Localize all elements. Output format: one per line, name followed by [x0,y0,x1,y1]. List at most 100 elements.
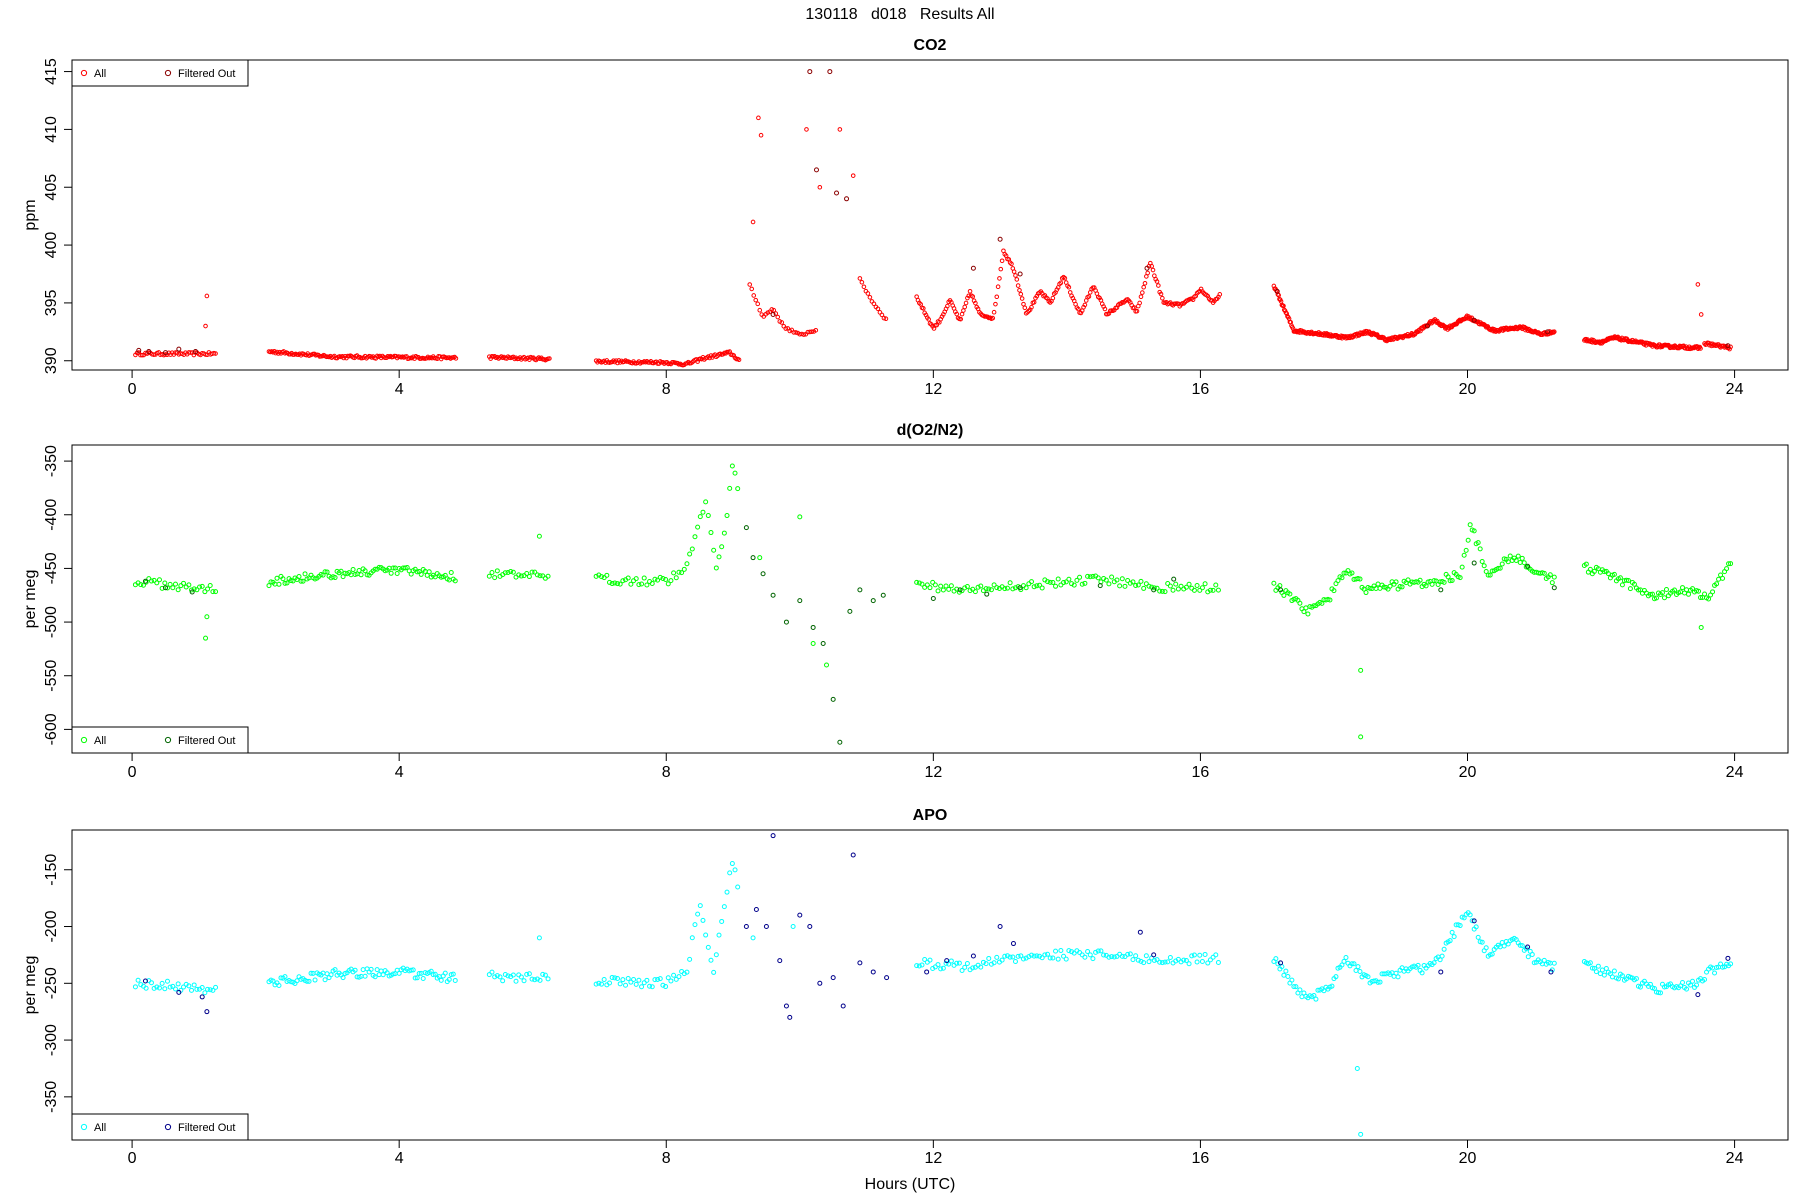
data-point [713,952,719,958]
data-point [1119,953,1125,959]
data-point [1551,574,1557,580]
data-point [1045,951,1051,957]
data-point [1447,578,1453,584]
data-point [416,970,422,976]
data-point [1283,968,1289,974]
data-point [743,525,749,531]
y-tick-label: 410 [43,116,60,143]
data-point [324,971,330,977]
data-point [1079,581,1085,587]
data-point [1102,306,1108,312]
data-point [540,573,546,579]
data-point [703,932,709,938]
x-tick-label: 20 [1459,1150,1477,1167]
data-point [396,970,402,976]
data-point [1053,583,1059,589]
data-point [189,589,195,595]
data-point [452,977,458,983]
data-point [1175,956,1181,962]
data-point [628,581,634,587]
data-point [1301,609,1307,615]
data-point [700,509,706,515]
data-point [142,978,148,984]
data-point [797,598,803,604]
data-point [518,974,524,980]
data-point [948,958,954,964]
data-point [926,317,931,322]
x-tick-label: 24 [1726,381,1744,398]
data-point [1706,596,1712,602]
data-point [1165,959,1171,965]
data-point [1109,574,1115,580]
data-point [1087,574,1093,580]
data-point [988,587,994,593]
data-point [1132,305,1137,310]
data-point [932,582,938,588]
data-point [1285,973,1291,979]
data-point [1483,945,1489,951]
data-point [924,582,930,588]
data-point [1210,587,1216,593]
data-point [207,987,213,993]
data-point [529,976,535,982]
data-point [919,581,925,587]
data-point [1017,585,1023,591]
data-point [390,971,396,977]
data-point [1165,581,1171,587]
y-tick-label: -250 [43,967,60,999]
data-point [1162,959,1168,965]
data-point [298,578,304,584]
data-point [159,585,165,591]
data-point [1194,959,1200,965]
data-point [820,641,826,647]
panel-title: d(O2/N2) [897,422,964,439]
data-point [1015,283,1021,288]
data-point [199,583,205,589]
data-point [1173,581,1179,587]
data-point [881,315,887,321]
data-point [453,356,459,361]
data-point [827,69,833,75]
data-point [689,546,695,552]
data-point [1463,547,1469,553]
data-point [1287,591,1293,597]
data-point [870,969,876,975]
data-point [944,958,950,964]
data-point [1479,939,1485,945]
data-point [609,974,615,980]
data-point [1130,957,1136,963]
data-point [711,969,717,975]
data-point [1125,951,1131,957]
data-point [204,614,210,620]
data-point [804,127,809,132]
data-point [1475,934,1481,940]
data-point [593,573,599,579]
data-point [1135,582,1141,588]
data-point [1387,583,1393,589]
data-point [716,932,722,938]
data-point [502,570,508,576]
data-point [1659,590,1665,596]
data-point [1467,912,1473,918]
data-point [1549,580,1555,586]
data-point [1599,967,1605,973]
data-point [296,574,302,580]
data-point [810,624,816,630]
data-point [170,983,176,989]
data-point [1424,323,1430,329]
data-point [711,547,717,553]
data-point [735,884,741,890]
data-point [176,346,182,352]
data-point [1160,295,1165,301]
data-point [612,975,618,981]
data-point [732,867,738,873]
data-point [964,960,970,966]
data-point [1711,343,1716,348]
data-point [505,973,511,979]
data-point [1405,577,1411,583]
data-point [545,976,551,982]
data-point [1140,290,1145,295]
data-point [1061,580,1067,586]
data-point [1063,579,1069,585]
